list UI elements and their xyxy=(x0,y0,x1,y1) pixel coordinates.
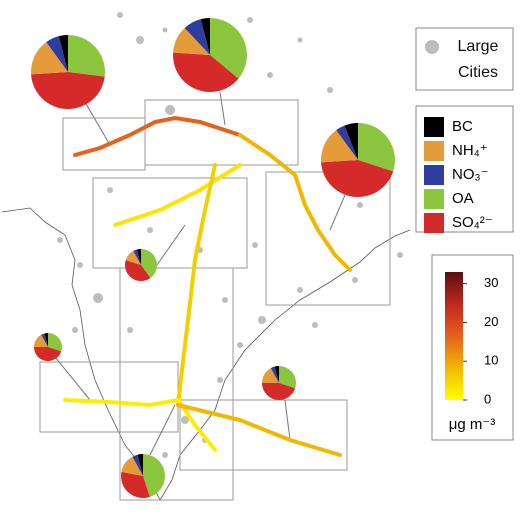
pie-slice xyxy=(173,52,239,92)
pie-slice xyxy=(358,123,395,172)
pie-slice xyxy=(124,260,151,281)
pie-slice xyxy=(336,125,358,160)
colorbar-tick-label: 10 xyxy=(484,353,498,368)
colorbar-tick-label: 20 xyxy=(484,314,498,329)
pie-slice xyxy=(137,249,141,265)
legend-label: NO₃⁻ xyxy=(452,166,489,183)
pie-slice xyxy=(44,333,48,347)
colorbar-box xyxy=(431,254,514,441)
pie-slice xyxy=(184,19,210,55)
leader-lines xyxy=(54,91,346,456)
pie-slice xyxy=(133,249,141,265)
coastline xyxy=(1,207,411,501)
pie-slice xyxy=(137,454,143,476)
pie-slice xyxy=(41,333,48,347)
pie-slice xyxy=(121,471,150,498)
legend-swatch xyxy=(424,189,444,209)
pie-slice xyxy=(210,18,247,79)
pie-slice xyxy=(132,454,143,476)
pie-slice xyxy=(262,383,296,400)
pie-slice xyxy=(48,333,63,352)
pie-slice xyxy=(46,36,68,72)
pie-slice xyxy=(68,35,105,77)
legend-swatch xyxy=(424,141,444,161)
pie-slice xyxy=(270,366,279,383)
pie-slice xyxy=(321,130,358,163)
pie-slice xyxy=(200,18,210,55)
pie-slice xyxy=(279,366,297,389)
pie-slice xyxy=(344,123,358,160)
legend-swatch xyxy=(424,213,444,233)
pie-slice xyxy=(31,72,105,110)
pie-slice xyxy=(121,456,143,476)
colorbar xyxy=(445,272,463,400)
pie-slice xyxy=(141,249,158,278)
legend-label: NH₄⁺ xyxy=(452,142,488,159)
legend-label: OA xyxy=(452,190,474,207)
legend-swatch xyxy=(424,117,444,137)
legend-swatch xyxy=(424,165,444,185)
colorbar-tick-label: 30 xyxy=(484,275,498,290)
colorbar-tick-label: 0 xyxy=(484,391,491,406)
pie-slice xyxy=(274,366,279,383)
pie-slice xyxy=(34,347,62,361)
pie-slice xyxy=(173,28,210,55)
colorbar-unit: μg m⁻³ xyxy=(449,416,496,433)
pie-slice xyxy=(262,368,279,383)
cities-legend-label: Large Cities xyxy=(457,38,499,81)
pie-slice xyxy=(31,42,68,75)
legend-label: SO₄²⁻ xyxy=(452,214,493,231)
cities-legend-box xyxy=(415,27,514,91)
city-legend-dot xyxy=(425,40,439,54)
pie-slice xyxy=(143,454,166,497)
flight-tracks xyxy=(63,115,352,457)
pie-slice xyxy=(125,250,141,265)
pie-slice xyxy=(321,160,394,198)
pie-slice xyxy=(34,334,48,347)
pie-slice xyxy=(58,35,68,72)
legend-label: BC xyxy=(452,118,473,135)
